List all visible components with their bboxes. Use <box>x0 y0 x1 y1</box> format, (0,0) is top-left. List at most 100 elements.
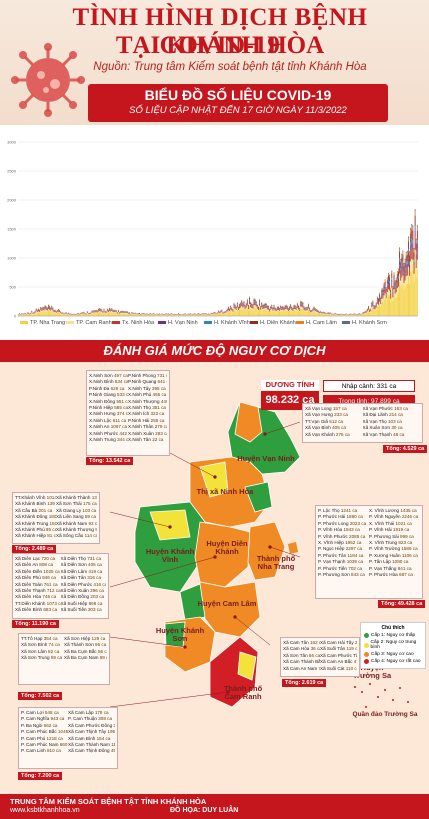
chart-bar-segment <box>403 273 405 277</box>
case-count: 178 ca <box>94 710 109 715</box>
chart-bar-segment <box>272 310 274 312</box>
chart-bar-segment <box>124 311 126 312</box>
chart-bar-segment <box>408 252 409 258</box>
commune-name: Xã Thành Sơn <box>64 642 96 648</box>
commune-name: Xã Cam Hải Tây <box>320 640 355 645</box>
stats-cell: Xã Sông Cầu 114 ca <box>56 533 97 539</box>
case-count: 73 ca <box>319 666 321 671</box>
chart-bar-segment <box>53 312 55 316</box>
chart-bar-segment <box>305 310 307 312</box>
case-count: 74 ca <box>48 642 60 648</box>
chart-bar-segment <box>63 314 65 316</box>
chart-bar-segment <box>410 261 412 272</box>
chart-bar-segment <box>241 300 243 303</box>
chart-bar-segment <box>325 314 327 316</box>
footer-website[interactable]: www.ksbtkhanhhoa.vn <box>10 807 80 814</box>
chart-bar-segment <box>281 306 283 308</box>
chart-bar-segment <box>216 314 218 316</box>
chart-bar-segment <box>49 306 50 308</box>
chart-bar-segment <box>128 314 129 316</box>
chart-bar-segment <box>406 252 408 255</box>
chart-bar-segment <box>415 268 417 278</box>
chart-bar-segment <box>409 283 410 316</box>
stats-cell: Xã Khánh Phú 85 ca <box>15 527 56 533</box>
chart-bar-segment <box>409 261 410 265</box>
chart-bar-segment <box>40 308 42 310</box>
chart-bar-segment <box>225 310 227 312</box>
risk-legend-item: Cấp 3: Nguy cơ cao <box>364 652 422 657</box>
stats-cell: Xã Cam An Nam 73 ca <box>283 666 320 672</box>
chart-bar-segment <box>268 307 269 309</box>
chart-bar-segment <box>312 311 314 313</box>
stats-row: Xã Diên Thạnh 712 ca Xã Diên Xuân 296 ca <box>15 588 106 594</box>
chart-bar-segment <box>396 293 398 316</box>
chart-bar-segment <box>118 312 119 313</box>
stats-cell: Xã Cam Thịnh Tây 195 ca <box>68 729 115 735</box>
footer-designer: ĐỒ HỌA: DUY LUÂN <box>170 807 239 814</box>
stats-cell: X.Ninh Phước 442 ca <box>89 431 128 437</box>
chart-bar-segment <box>416 270 418 316</box>
chart-bar-segment <box>415 243 417 252</box>
case-count: 117 ca <box>111 742 115 748</box>
chart-bar-segment <box>108 312 109 316</box>
chart-bar-segment <box>388 279 389 282</box>
chart-bar-segment <box>301 308 303 316</box>
chart-bar-segment <box>379 296 380 298</box>
case-count: 175 ca <box>82 501 97 507</box>
case-count: 946 ca <box>42 575 56 581</box>
chart-bar-segment <box>309 307 310 309</box>
chart-bar-segment <box>93 312 95 314</box>
chart-bar-segment <box>238 308 239 309</box>
case-count: 1067 ca <box>110 424 128 430</box>
commune-name: Xã Khánh Trung <box>15 520 50 526</box>
case-count: 2297 ca <box>345 546 363 552</box>
commune-name: Xã Sơn Lâm <box>21 648 49 654</box>
chart-bar-segment <box>392 293 394 298</box>
stats-cell: Xã Cam Thịnh Đông 45 ca <box>68 748 115 754</box>
chart-bar-segment <box>313 308 315 311</box>
case-count: 683 ca <box>43 607 58 613</box>
chart-bar-segment <box>272 309 274 310</box>
chart-bar-segment <box>374 310 376 316</box>
chart-bar-segment <box>404 270 406 274</box>
stats-row: TT.Vạn Giã 512 ca Xã Vạn Thọ 103 ca <box>305 419 420 425</box>
chart-bar-segment <box>284 307 286 310</box>
commune-name: Xã Ba Cụm Bắc <box>64 648 98 654</box>
commune-name: P. Lộc Thọ <box>318 508 341 513</box>
chart-bar-segment <box>93 313 95 316</box>
chart-bar-segment <box>306 308 308 310</box>
chart-bar-segment <box>371 309 373 316</box>
chart-bar-segment <box>384 297 386 316</box>
chart-bar-segment <box>373 307 375 308</box>
case-count: 103 ca <box>82 507 97 513</box>
chart-bar-segment <box>115 312 117 314</box>
chart-bar-segment <box>121 312 123 313</box>
stats-cell: P. Cam Linh 810 ca <box>21 748 68 754</box>
chart-bar-segment <box>178 314 179 316</box>
stats-cell: Xã Diên Lâm 419 ca <box>61 569 107 575</box>
chart-bar-segment <box>228 307 229 309</box>
chart-bar-segment <box>354 314 356 316</box>
chart-bar-segment <box>318 311 319 312</box>
chart-bar-segment <box>91 313 93 316</box>
chart-bar-segment <box>50 309 52 310</box>
chart-bar-segment <box>365 310 367 312</box>
chart-bar-segment <box>311 312 313 316</box>
chart-bar-segment <box>101 310 103 312</box>
chart-bar-segment <box>213 313 215 316</box>
chart-bar-segment <box>316 311 318 313</box>
stats-row: Xã Diên An 808 ca Xã Diên Sơn 405 ca <box>15 562 106 568</box>
chart-bar-segment <box>394 280 396 283</box>
chart-bar-segment <box>300 301 302 302</box>
chart-bar-segment <box>90 314 92 316</box>
chart-bar-segment <box>402 250 404 252</box>
chart-bar-segment <box>403 283 405 290</box>
case-count: 81 ca <box>47 533 56 539</box>
y-tick-label: 500 <box>9 285 16 290</box>
chart-bar-segment <box>336 314 338 316</box>
commune-name: Xã Cam An Bắc <box>320 659 354 665</box>
chart-bar-segment <box>262 310 264 316</box>
chart-bar-segment <box>288 310 289 312</box>
chart-bar-segment <box>226 311 228 313</box>
